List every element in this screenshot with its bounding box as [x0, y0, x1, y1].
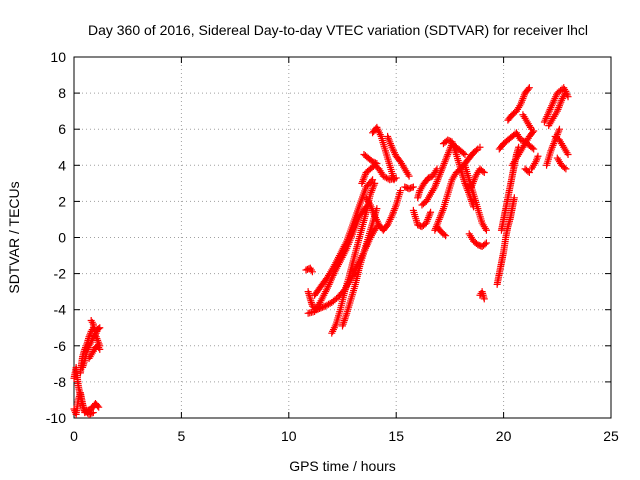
- y-tick-label: 0: [58, 230, 66, 246]
- data-point: [94, 402, 102, 410]
- data-point: [369, 176, 377, 184]
- y-tick-label: 6: [58, 121, 66, 137]
- data-point: [405, 172, 413, 180]
- data-point: [373, 159, 381, 167]
- x-tick-label: 5: [178, 428, 186, 444]
- data-point: [525, 169, 533, 177]
- y-tick-label: -10: [46, 410, 66, 426]
- y-tick-label: 10: [50, 49, 66, 65]
- data-point: [342, 311, 350, 319]
- y-tick-label: 4: [58, 157, 66, 173]
- x-tick-label: 0: [70, 428, 78, 444]
- data-point: [481, 240, 489, 248]
- data-point: [88, 409, 96, 417]
- y-tick-label: 8: [58, 85, 66, 101]
- data-point: [339, 320, 347, 328]
- data-point: [564, 150, 572, 158]
- data-point: [528, 125, 536, 133]
- data-point: [562, 165, 570, 173]
- data-point: [396, 187, 404, 195]
- data-point: [482, 239, 490, 247]
- y-tick-label: 2: [58, 193, 66, 209]
- data-point: [342, 313, 350, 321]
- y-axis-label: SDTVAR / TECUs: [6, 181, 22, 293]
- data-point: [480, 295, 488, 303]
- grid-layer: [74, 57, 611, 418]
- data-point: [340, 318, 348, 326]
- data-point: [524, 85, 532, 93]
- data-point: [339, 322, 346, 330]
- data-point: [476, 143, 484, 151]
- data-point: [524, 167, 532, 175]
- data-point: [528, 144, 536, 152]
- tick-layer: 0 5 10 15 20 25 -10 -8 -6 -4 -2 0 2 4 6 8 10: [46, 49, 619, 444]
- data-point: [534, 152, 542, 160]
- data-points: [70, 84, 572, 418]
- data-point: [320, 303, 328, 311]
- y-tick-label: -2: [54, 266, 67, 282]
- x-tick-label: 20: [496, 428, 512, 444]
- data-point: [442, 232, 450, 240]
- chart-title: Day 360 of 2016, Sidereal Day-to-day VTE…: [88, 22, 588, 38]
- data-point: [308, 268, 316, 276]
- data-point: [560, 164, 568, 172]
- data-point: [408, 184, 416, 192]
- data-point: [95, 325, 103, 333]
- data-point: [88, 318, 96, 326]
- x-axis-label: GPS time / hours: [289, 458, 396, 474]
- data-point: [89, 409, 97, 417]
- y-tick-label: -4: [54, 302, 67, 318]
- data-point: [440, 230, 448, 238]
- data-point: [482, 226, 490, 234]
- data-point: [564, 93, 572, 101]
- data-point: [371, 179, 379, 187]
- data-point: [479, 167, 487, 175]
- data-point: [383, 174, 391, 182]
- data-point: [390, 176, 398, 184]
- data-point: [460, 149, 468, 157]
- data-point: [427, 208, 435, 216]
- data-point: [555, 125, 563, 133]
- data-point: [480, 169, 488, 177]
- data-point: [341, 315, 349, 323]
- data-point: [340, 317, 348, 325]
- data-point: [472, 146, 480, 154]
- data-point: [510, 194, 518, 202]
- x-tick-label: 15: [388, 428, 404, 444]
- y-tick-label: -6: [54, 338, 67, 354]
- data-point: [525, 84, 533, 92]
- data-point: [529, 128, 537, 136]
- y-tick-label: -8: [54, 374, 67, 390]
- data-point: [371, 159, 379, 167]
- data-point: [461, 150, 469, 158]
- data-point: [95, 403, 103, 411]
- data-point: [409, 183, 417, 191]
- data-point: [96, 342, 104, 350]
- x-tick-label: 25: [603, 428, 619, 444]
- x-tick-label: 10: [281, 428, 297, 444]
- data-point: [530, 145, 538, 153]
